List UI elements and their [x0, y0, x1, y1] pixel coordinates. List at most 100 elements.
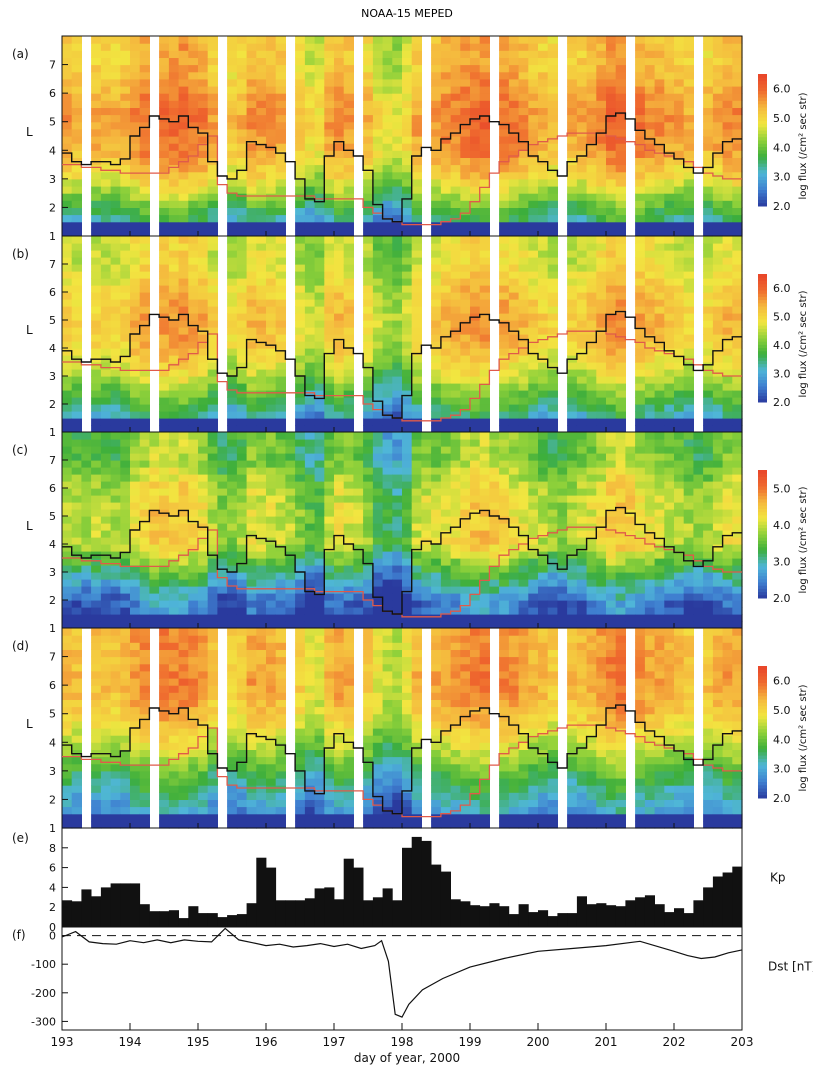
flux-cell: [479, 193, 490, 201]
flux-cell: [615, 114, 626, 123]
flux-cell: [295, 257, 306, 265]
flux-cell: [246, 143, 257, 151]
flux-cell: [440, 334, 452, 342]
flux-cell: [198, 320, 209, 328]
flux-cell: [479, 460, 490, 468]
flux-cell: [168, 100, 180, 108]
flux-cell: [547, 397, 558, 405]
flux-cell: [139, 128, 150, 137]
flux-cell: [508, 362, 520, 370]
flux-cell: [227, 43, 238, 51]
colorbar-swatch: [758, 116, 767, 121]
flux-cell: [71, 121, 82, 130]
flux-cell: [712, 86, 724, 94]
flux-cell: [236, 495, 248, 503]
flux-cell: [178, 243, 189, 251]
flux-cell: [382, 327, 393, 335]
flux-cell: [207, 446, 218, 454]
flux-cell: [664, 178, 675, 187]
flux-cell: [460, 558, 471, 566]
flux-cell: [547, 299, 558, 307]
colorbar-swatch: [758, 186, 767, 190]
flux-cell: [363, 607, 374, 615]
flux-cell: [664, 425, 675, 433]
flux-cell: [353, 537, 364, 545]
colorbar-swatch: [758, 274, 767, 278]
flux-cell: [528, 292, 539, 300]
flux-cell: [518, 214, 529, 223]
flux-cell: [664, 150, 675, 158]
flux-cell: [324, 390, 335, 398]
flux-cell: [71, 264, 82, 272]
flux-cell: [334, 565, 345, 573]
flux-cell: [664, 278, 675, 286]
flux-cell: [236, 306, 248, 314]
flux-cell: [295, 551, 306, 559]
colorbar-swatch: [758, 315, 767, 320]
flux-cell: [130, 341, 141, 349]
flux-cell: [363, 390, 374, 398]
flux-cell: [392, 579, 403, 587]
flux-cell: [314, 516, 325, 524]
flux-cell: [392, 243, 403, 251]
flux-cell: [217, 537, 228, 545]
flux-cell: [275, 171, 286, 180]
flux-cell: [528, 607, 539, 615]
flux-cell: [295, 200, 306, 208]
flux-cell: [635, 214, 646, 223]
flux-cell: [402, 516, 413, 524]
flux-cell: [372, 467, 384, 475]
flux-cell: [275, 236, 286, 244]
flux-cell: [353, 572, 364, 580]
flux-cell: [402, 607, 413, 615]
flux-cell: [518, 313, 529, 321]
flux-cell: [159, 107, 170, 116]
flux-cell: [479, 271, 490, 279]
flux-cell: [246, 186, 257, 194]
flux-cell: [343, 341, 354, 349]
flux-cell: [110, 341, 121, 349]
flux-cell: [450, 453, 461, 461]
colorbar-swatch: [758, 286, 767, 291]
flux-cell: [392, 586, 403, 594]
flux-cell: [664, 320, 675, 328]
flux-cell: [382, 425, 393, 433]
flux-cell: [547, 114, 558, 123]
flux-cell: [392, 292, 403, 300]
flux-cell: [324, 236, 335, 244]
flux-cell: [538, 143, 549, 151]
flux-cell: [372, 411, 384, 419]
flux-cell: [722, 404, 733, 412]
flux-cell: [567, 114, 578, 123]
flux-cell: [139, 86, 150, 94]
flux-cell: [295, 243, 306, 251]
flux-cell: [703, 341, 714, 349]
flux-cell: [615, 136, 626, 144]
flux-cell: [674, 186, 685, 194]
flux-cell: [100, 93, 112, 101]
flux-cell: [508, 200, 520, 208]
flux-cell: [615, 93, 626, 101]
flux-cell: [411, 432, 422, 440]
flux-cell: [440, 474, 452, 482]
flux-cell: [178, 128, 189, 137]
flux-cell: [168, 558, 180, 566]
flux-cell: [528, 411, 539, 419]
flux-cell: [266, 50, 277, 58]
flux-cell: [266, 607, 277, 615]
flux-cell: [256, 299, 267, 307]
flux-cell: [460, 285, 471, 293]
flux-cell: [304, 64, 316, 73]
flux-cell: [236, 200, 248, 208]
flux-cell: [372, 264, 384, 272]
flux-cell: [499, 128, 510, 137]
flux-cell: [120, 467, 131, 475]
flux-cell: [470, 481, 481, 489]
flux-cell: [372, 57, 384, 66]
flux-cell: [538, 107, 549, 116]
flux-cell: [674, 78, 685, 87]
flux-cell: [411, 355, 422, 363]
flux-cell: [460, 453, 471, 461]
flux-cell: [431, 228, 442, 237]
flux-cell: [538, 164, 549, 173]
